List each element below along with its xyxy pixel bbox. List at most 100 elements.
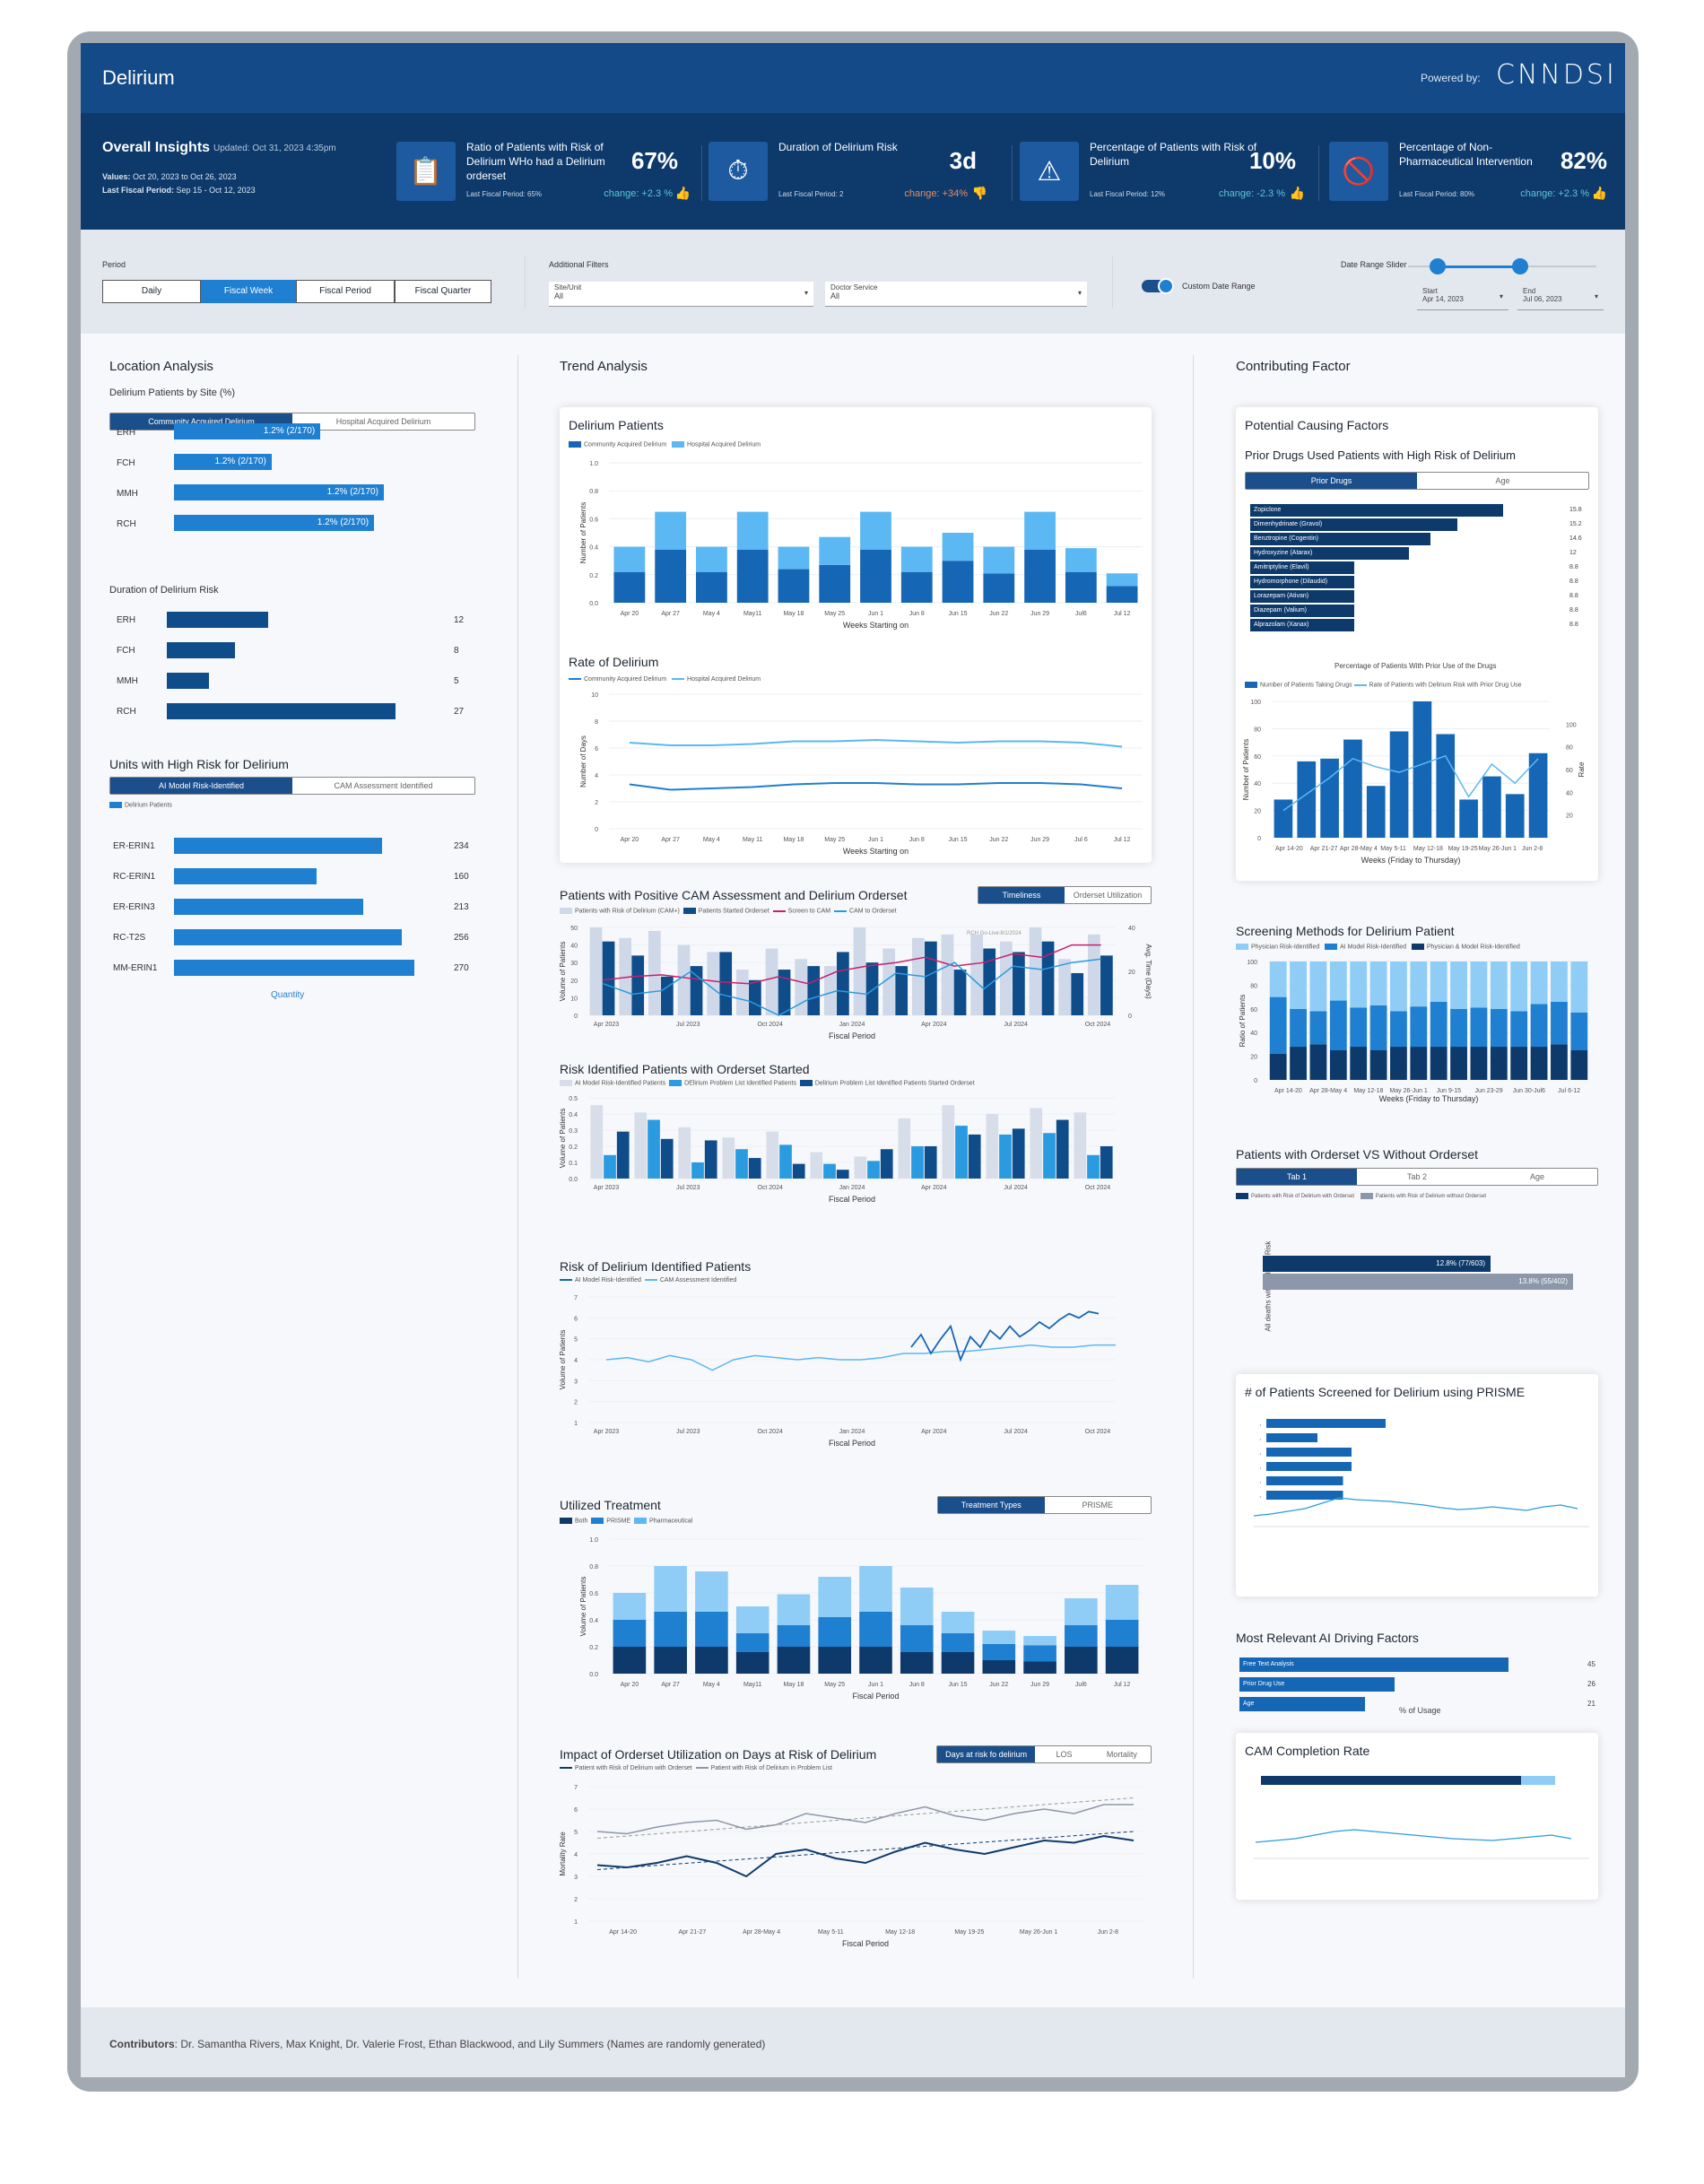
y-tick-label: 0.0 [569, 1177, 578, 1183]
bar-orderset [925, 941, 937, 1015]
drug-bar: Hydromorphone (Dilaudid) [1250, 576, 1354, 588]
x-tick-label: Apr 28-May 4 [743, 1929, 780, 1936]
units-title: Units with High Risk for Delirium [109, 757, 289, 771]
tab-days-at-risk[interactable]: Days at risk fo delirium [937, 1746, 1036, 1762]
kpi-card-duration[interactable]: ⏱ Duration of Delirium Risk 3d Last Fisc… [709, 138, 991, 203]
bar-ai-model [678, 1127, 691, 1179]
period-fiscal-period-button[interactable]: Fiscal Period [296, 280, 395, 303]
bar-drug-patients [1459, 799, 1478, 838]
site-unit-select[interactable]: Site/Unit All ▾ [549, 282, 813, 307]
slider-start-handle[interactable] [1430, 258, 1446, 274]
bar-problem-list [867, 1161, 880, 1179]
prisme-bar-marker: • [1260, 1437, 1262, 1441]
bar-physician-model [1369, 1050, 1387, 1080]
bar-cam-positive [970, 934, 984, 1015]
y-tick-label: 100 [1247, 960, 1257, 966]
bar-cam-positive [823, 966, 837, 1015]
rdi-chart: 1 2 3 4 5 6 7 Volume of Patients Apr 2023 Jul 202… [560, 1295, 1116, 1448]
drug-value: 8.8 [1569, 564, 1578, 570]
date-range-slider[interactable] [1408, 258, 1596, 274]
x-tick-label: Jun 22 [989, 837, 1008, 843]
kpi-card-risk-percentage[interactable]: ⚠ Percentage of Patients with Risk of De… [1020, 138, 1307, 203]
kpi-card-orderset-ratio[interactable]: 📋 Ratio of Patients with Risk of Deliriu… [396, 138, 692, 203]
custom-date-toggle[interactable] [1142, 278, 1174, 294]
bar-cam-positive [999, 941, 1013, 1015]
bar-community [613, 571, 646, 603]
x-tick-label: Apr 28-May 4 [1340, 846, 1378, 852]
kpi-card-non-pharma[interactable]: 🚫 Percentage of Non-Pharmaceutical Inter… [1329, 138, 1607, 203]
tab-prisme[interactable]: PRISME [1082, 1501, 1113, 1510]
bar-ai-model [1530, 1004, 1548, 1048]
bar-hospital [860, 511, 891, 550]
y-tick-label: 0.0 [589, 1672, 598, 1678]
doctor-service-select[interactable]: Doctor Service All ▾ [825, 282, 1087, 307]
bar-physician [1430, 961, 1448, 1002]
tab-age-2[interactable]: Age [1529, 1172, 1544, 1181]
line-ai-identified [910, 1310, 1100, 1362]
y-tick-label: 50 [570, 926, 578, 932]
period-daily-button[interactable]: Daily [102, 280, 201, 303]
x-tick-label: May 12-18 [1353, 1088, 1383, 1094]
tab-mortality[interactable]: Mortality [1106, 1750, 1137, 1759]
x-tick-label: Jan 2024 [839, 1022, 865, 1028]
tab-2[interactable]: Tab 2 [1406, 1172, 1428, 1181]
y-tick-label: 40 [570, 944, 578, 950]
tab-ai-model[interactable]: AI Model Risk-Identified [110, 778, 292, 794]
bar-community [1065, 571, 1097, 603]
bar-physician [1570, 961, 1588, 1013]
line-cam-identified [605, 1344, 1116, 1371]
tab-timeliness[interactable]: Timeliness [978, 887, 1065, 903]
tab-cam-assessment[interactable]: CAM Assessment Identified [334, 781, 433, 790]
bar-physician-model [1570, 1050, 1588, 1080]
line-cam-to-orderset [603, 958, 1101, 1016]
site-label: MMH [117, 489, 138, 499]
end-date-select[interactable]: End Jul 06, 2023 ▾ [1517, 285, 1604, 310]
bar-orderset [661, 976, 674, 1015]
x-tick-label: Jul 2023 [676, 1022, 700, 1028]
x-tick-label: Jun 8 [909, 1682, 925, 1688]
unit-bar [174, 960, 414, 976]
bar-orderset [983, 948, 996, 1015]
period-label: Period [102, 260, 126, 269]
period-fiscal-quarter-button[interactable]: Fiscal Quarter [395, 280, 491, 303]
dashboard-panel: Delirium Powered by: CNNDSI Overall Insi… [81, 43, 1625, 2077]
tab-age[interactable]: Age [1495, 476, 1510, 485]
y-tick-label: 7 [574, 1295, 578, 1301]
y-tick-label: 7 [574, 1785, 578, 1791]
rdi-legend: AI Model Risk-Identified CAM Assessment … [560, 1277, 736, 1283]
bar-community [1024, 549, 1056, 603]
x-tick-label: May 5-11 [818, 1929, 844, 1936]
bar-physician-model [1410, 1047, 1428, 1080]
units-x-label: Quantity [271, 990, 305, 1000]
kpi-change: change: -2.3 % [1219, 188, 1285, 199]
y-tick-label: 0.5 [569, 1096, 578, 1102]
bar-ai-model [634, 1112, 648, 1179]
x-axis-label: Weeks (Friday to Thursday) [1379, 1094, 1479, 1103]
bar-orderset [631, 955, 645, 1015]
tab-hospital[interactable]: Hospital Acquired Delirium [335, 417, 431, 426]
slider-end-handle[interactable] [1512, 258, 1528, 274]
duration-bar [167, 703, 396, 719]
y-tick-label: 0.4 [569, 1112, 578, 1118]
bar-both [900, 1652, 934, 1674]
y-tick-label: 0.4 [589, 545, 598, 552]
drug-value: 12 [1569, 550, 1577, 556]
bar-orderset [807, 966, 821, 1015]
tab-prior-drugs[interactable]: Prior Drugs [1246, 473, 1417, 489]
tab-orderset-utilization[interactable]: Orderset Utilization [1073, 891, 1143, 900]
x-tick-label: Jun 9-15 [1437, 1088, 1461, 1094]
bar-prisme [1023, 1645, 1056, 1662]
bar-started-orderset [704, 1140, 717, 1179]
tab-1[interactable]: Tab 1 [1237, 1169, 1357, 1185]
tab-los[interactable]: LOS [1056, 1750, 1073, 1759]
x-tick-label: Apr 21-27 [679, 1929, 707, 1936]
y-tick-label: 10 [570, 996, 578, 1002]
bar-drug-patients [1436, 734, 1456, 838]
tab-treatment-types[interactable]: Treatment Types [938, 1497, 1045, 1513]
bar-started-orderset [836, 1170, 849, 1179]
unit-value: 256 [454, 933, 469, 943]
bar-community [1106, 586, 1138, 603]
filter-divider [1112, 257, 1113, 309]
start-date-select[interactable]: Start Apr 14, 2023 ▾ [1417, 285, 1508, 310]
period-fiscal-week-button[interactable]: Fiscal Week [201, 280, 296, 303]
